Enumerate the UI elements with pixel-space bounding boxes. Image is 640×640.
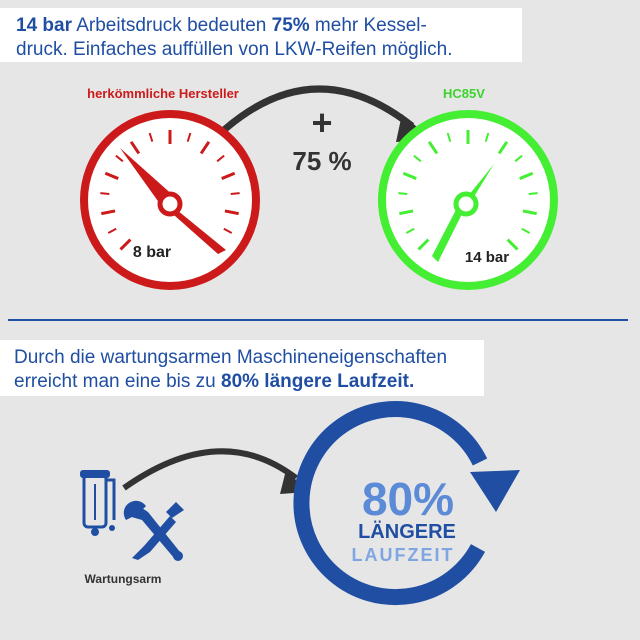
runtime-ring — [293, 401, 520, 606]
gauge-tick — [427, 140, 439, 155]
statement-line-1: Durch die wartungsarmen Maschineneigensc… — [14, 347, 448, 368]
left-pressure-gauge: 8 bar — [80, 110, 260, 290]
runtime-percent: 80% — [362, 473, 454, 525]
headline-text-b: mehr Kessel- — [309, 15, 427, 36]
gauge-tick — [107, 227, 117, 234]
gauge-tick — [224, 209, 239, 216]
left-gauge-value: 8 bar — [133, 244, 171, 261]
gauge-tick — [115, 154, 124, 163]
statement-line-2: erreicht man eine bis zu 80% längere Lau… — [14, 370, 484, 394]
headline-line-1: 14 bar Arbeitsdruck bedeuten 75% mehr Ke… — [16, 14, 522, 38]
gauge-tick — [484, 132, 490, 142]
pressure-arrow — [221, 85, 415, 133]
right-gauge-hub — [453, 191, 479, 217]
gauge-tick — [148, 132, 154, 142]
ring-arc — [293, 401, 488, 606]
plus-sign: + — [311, 102, 332, 143]
gauge-tick — [101, 209, 116, 216]
right-gauge-ticks — [398, 130, 538, 251]
gauge-tick — [522, 209, 537, 216]
gauge-tick — [129, 140, 141, 155]
headline-line-2: druck. Einfaches auffüllen von LKW-Reife… — [16, 39, 453, 60]
gauge-tick — [398, 192, 408, 196]
gauge-tick — [497, 140, 509, 155]
top-headline: 14 bar Arbeitsdruck bedeuten 75% mehr Ke… — [0, 8, 522, 62]
gauge-tick — [413, 154, 422, 163]
gauge-tick — [199, 140, 211, 155]
right-gauge-value: 14 bar — [465, 249, 509, 266]
gauge-tick — [402, 171, 417, 180]
headline-text-a: Arbeitsdruck bedeuten — [71, 15, 272, 36]
gauge-tick — [230, 192, 240, 196]
gauge-tick — [221, 171, 236, 180]
gauge-tick — [417, 238, 430, 251]
compressor-icon — [80, 470, 116, 536]
statement-bold: 80% längere Laufzeit. — [221, 371, 415, 392]
pressure-value-bold: 14 bar — [16, 15, 72, 36]
left-gauge-hub — [157, 191, 183, 217]
runtime-word-2: LAUFZEIT — [352, 545, 455, 565]
percent-bold: 75% — [271, 15, 310, 36]
ring-arrow-head — [470, 470, 520, 512]
right-gauge-title: HC85V — [443, 86, 485, 101]
gauge-tick — [506, 238, 519, 251]
middle-statement: Durch die wartungsarmen Maschineneigensc… — [0, 340, 484, 396]
gauge-tick — [186, 132, 192, 142]
maintenance-arrow — [122, 448, 298, 491]
wrench-screwdriver-icon — [123, 500, 184, 561]
gauge-tick — [446, 132, 452, 142]
gauge-tick — [223, 227, 233, 234]
gauge-tick — [119, 238, 132, 251]
gauge-tick — [104, 171, 119, 180]
section-divider — [8, 319, 628, 321]
runtime-word-1: LÄNGERE — [358, 520, 456, 543]
right-gauge-needle — [432, 164, 494, 262]
right-pressure-gauge: 14 bar — [378, 110, 558, 290]
gauge-tick — [216, 154, 225, 163]
gauge-tick — [519, 171, 534, 180]
maintenance-label: Wartungsarm — [85, 572, 162, 586]
gauge-tick — [521, 227, 531, 234]
left-gauge-title: herkömmliche Hersteller — [87, 86, 239, 101]
gauge-tick — [528, 192, 538, 196]
gauge-tick — [405, 227, 415, 234]
gauge-tick — [514, 154, 523, 163]
statement-text: erreicht man eine bis zu — [14, 371, 221, 392]
increase-percent: 75 % — [292, 146, 351, 176]
gauge-tick — [399, 209, 414, 216]
gauge-tick — [100, 192, 110, 196]
